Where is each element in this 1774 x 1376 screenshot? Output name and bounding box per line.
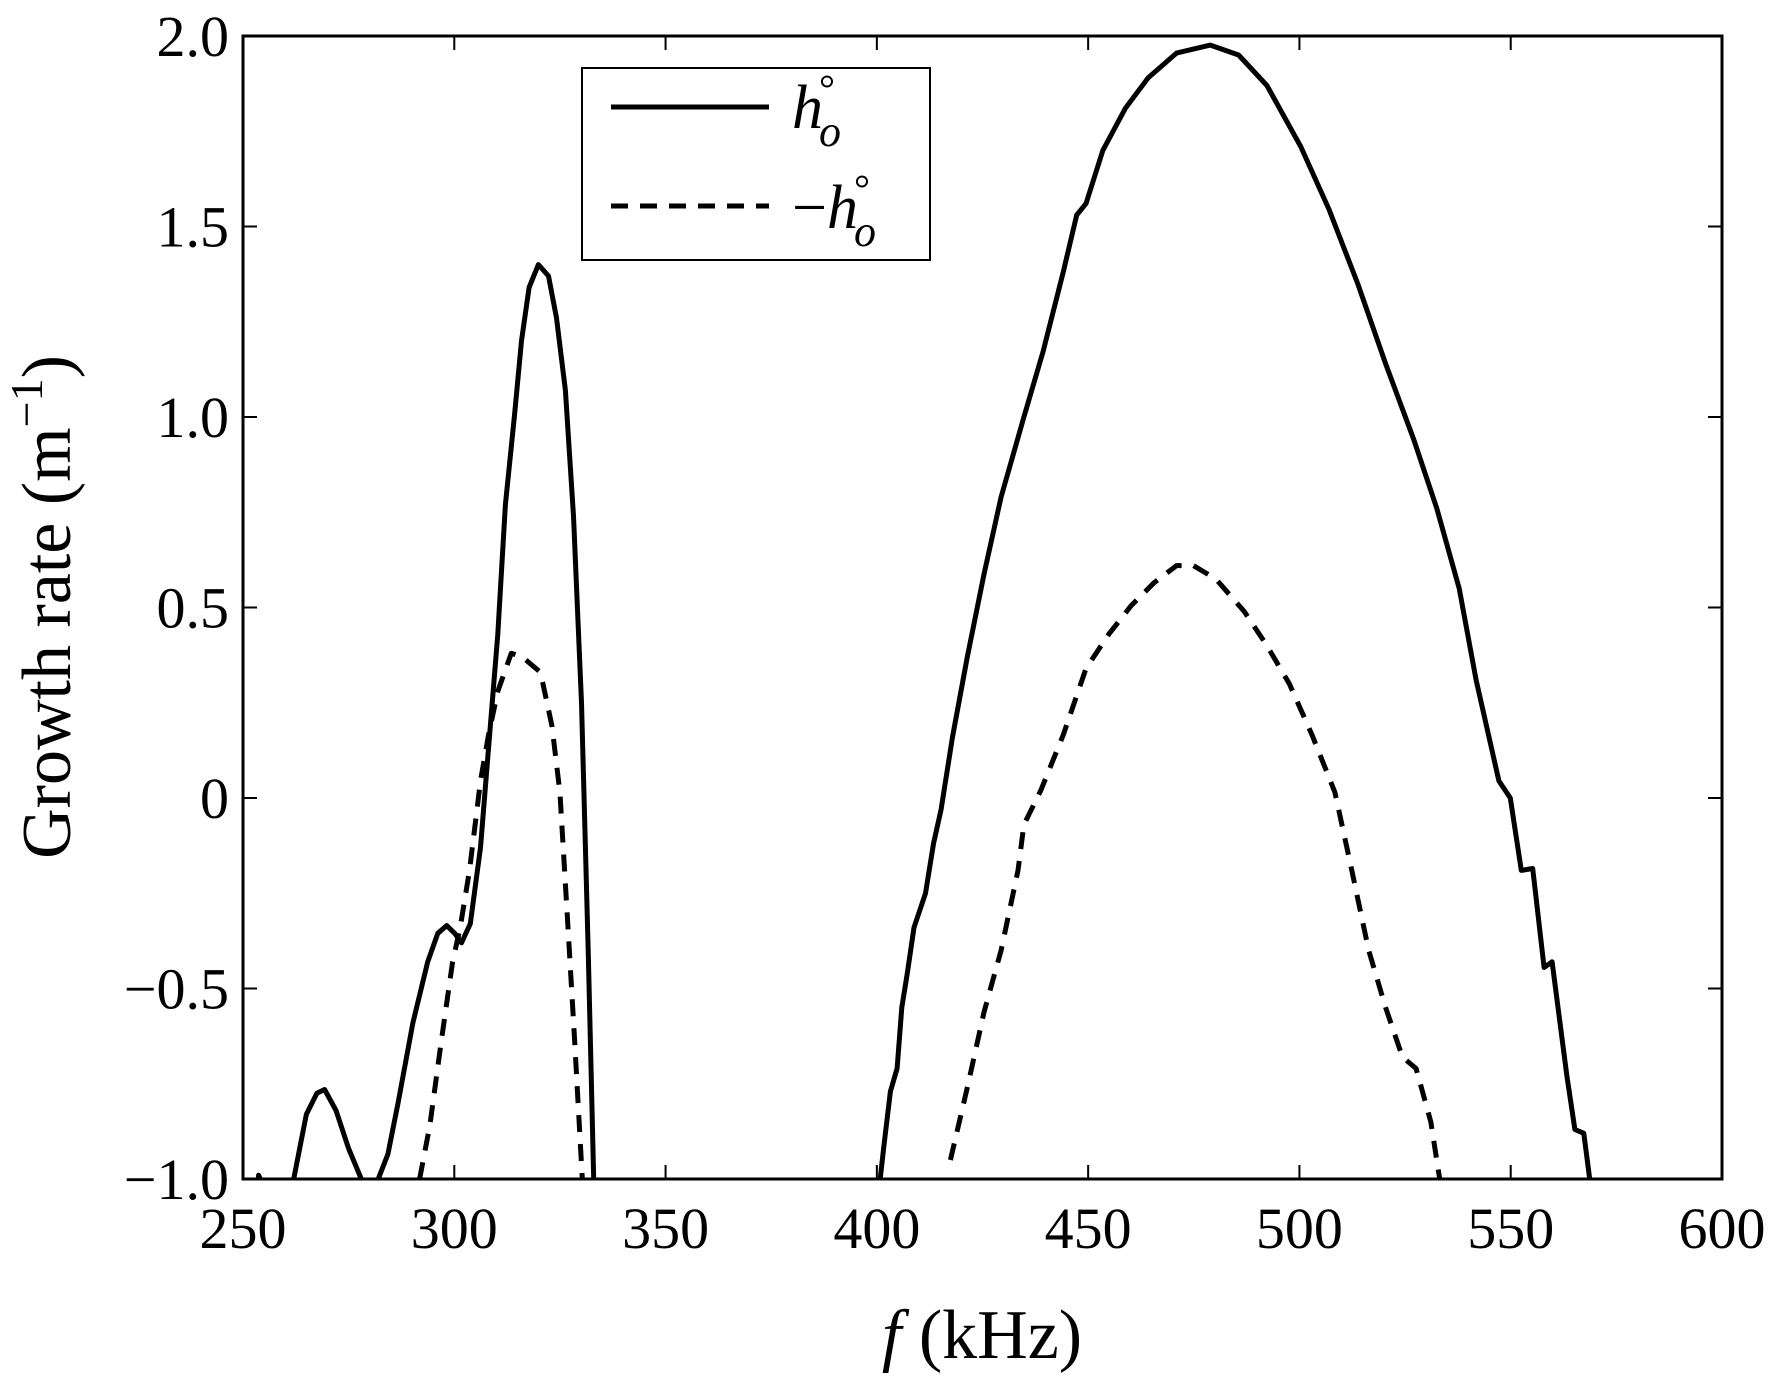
x-tick-label: 600 (1679, 1196, 1766, 1261)
x-tick-label: 450 (1045, 1196, 1132, 1261)
y-tick-label: 0 (200, 766, 229, 831)
x-axis-label: f (kHz) (882, 1297, 1082, 1374)
y-tick-label: 1.0 (157, 385, 230, 450)
y-tick-label: 0.5 (157, 576, 230, 641)
series-neg-h-line (947, 563, 1443, 1179)
x-tick-label: 300 (411, 1196, 498, 1261)
y-tick-label: −0.5 (124, 957, 229, 1022)
ticks-layer: 250 300 350 400 450 500 550 600 −1.0 −0.5 0 0.5 1.0 1… (124, 4, 1766, 1261)
series-layer (255, 42, 1593, 1179)
plot-frame (241, 34, 1724, 1181)
y-tick-label: 2.0 (157, 4, 230, 69)
x-tick-label: 500 (1256, 1196, 1343, 1261)
y-tick-label: 1.5 (157, 195, 230, 260)
series-h-line (375, 262, 597, 1179)
legend-label-dashed: −h° o (792, 166, 876, 256)
x-tick-label: 400 (833, 1196, 920, 1261)
y-tick-label: −1.0 (124, 1147, 229, 1212)
legend-box (581, 67, 931, 261)
series-h-line (255, 1172, 263, 1179)
legend-label-solid: h° o (792, 66, 841, 156)
series-neg-h-line (417, 650, 585, 1179)
x-tick-label: 350 (622, 1196, 709, 1261)
x-tick-label: 550 (1467, 1196, 1554, 1261)
series-h-line (877, 42, 1593, 1179)
series-h-line (291, 1087, 364, 1179)
legend: h° o −h° o (581, 66, 931, 261)
y-axis-label: Growth rate (m−1) (1, 355, 86, 859)
x-tick-label: 250 (200, 1196, 287, 1261)
